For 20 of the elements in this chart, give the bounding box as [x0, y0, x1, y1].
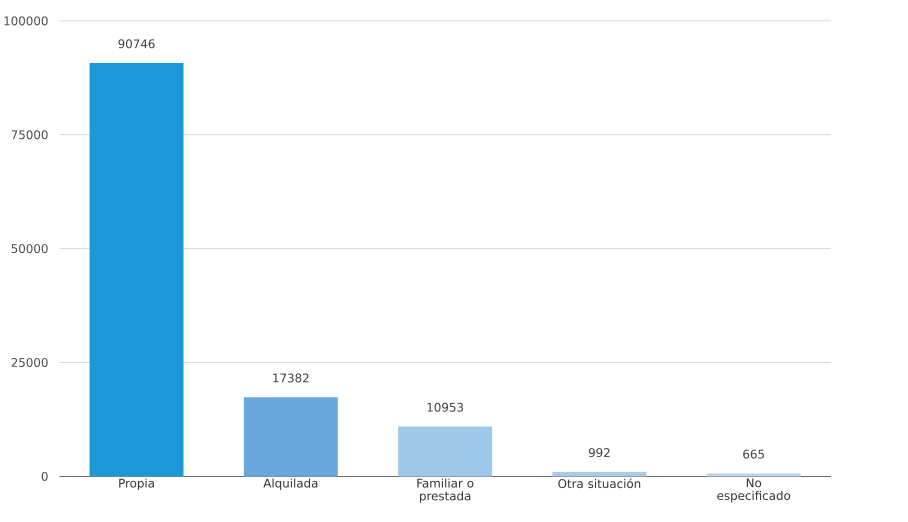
data-label: 992	[588, 448, 610, 458]
x-tick-label: Familiar o prestada	[417, 478, 474, 503]
data-label: 90746	[118, 39, 155, 48]
data-label: 665	[743, 450, 764, 459]
x-tick-label: No especificado	[717, 478, 790, 502]
bar	[552, 472, 646, 476]
y-tick-label: 0	[42, 472, 48, 481]
x-tick-label: Alquilada	[263, 478, 318, 490]
bar	[244, 397, 338, 476]
y-tick-label: 25000	[12, 358, 48, 368]
bar	[90, 63, 184, 476]
x-tick-label: Propia	[119, 478, 154, 490]
y-tick-label: 75000	[12, 130, 48, 140]
data-label: 10953	[428, 402, 464, 412]
data-label: 17382	[273, 374, 308, 382]
bar	[706, 473, 801, 476]
y-tick-label: 50000	[12, 244, 48, 254]
x-tick-label: Otra situación	[558, 478, 640, 488]
bar	[398, 426, 492, 476]
y-tick-label: 100000	[4, 16, 48, 26]
